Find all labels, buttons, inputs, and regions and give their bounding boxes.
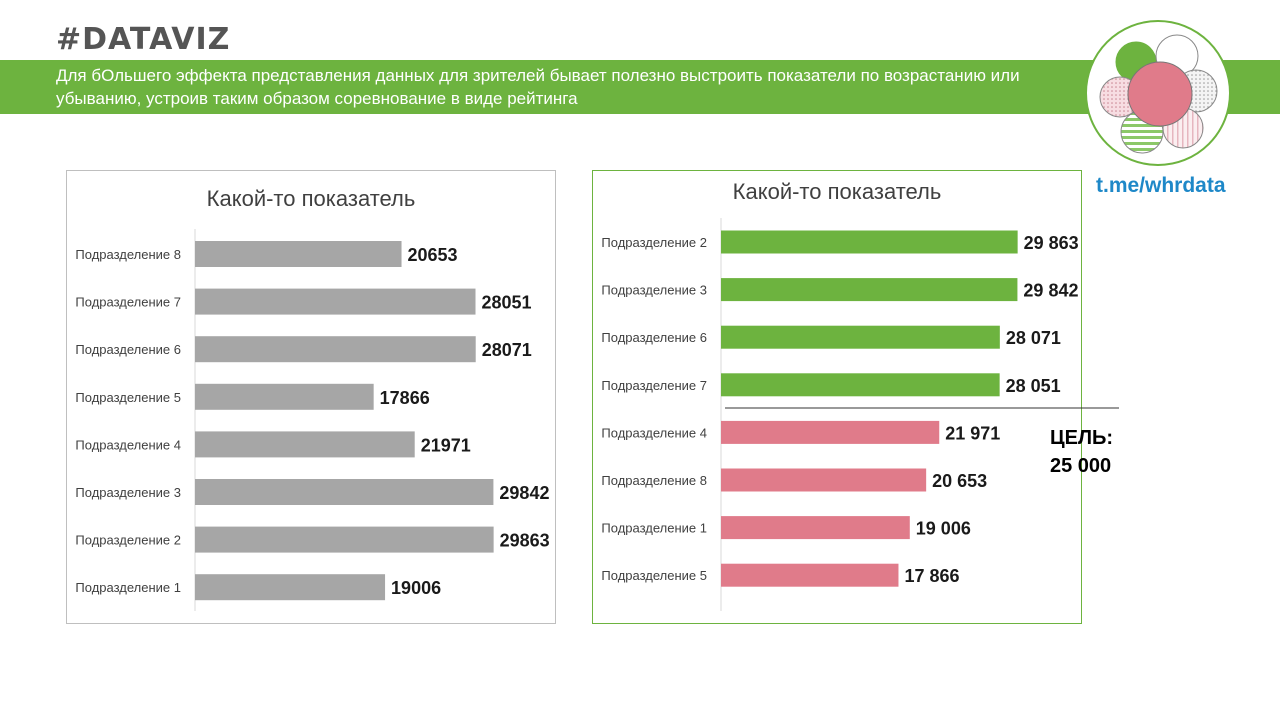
page-title: #DATAVIZ [56, 22, 231, 57]
banner-text: Для бОльшего эффекта представления данны… [56, 66, 1020, 108]
chart-title: Какой-то показатель [732, 179, 942, 204]
logo-graphic [1099, 34, 1218, 154]
data-label: 21971 [421, 435, 471, 455]
data-label: 21 971 [945, 423, 1000, 443]
chart-panel-sorted: Какой-то показатель Подразделение 2 29 86… [592, 170, 1119, 624]
category-label: Подразделение 7 [75, 295, 181, 310]
bar [721, 278, 1018, 302]
bar [195, 431, 415, 458]
category-label: Подразделение 6 [75, 342, 181, 357]
data-label: 20653 [408, 245, 458, 265]
data-label: 28 071 [1006, 328, 1061, 348]
bar [721, 373, 1000, 397]
category-label: Подразделение 1 [75, 580, 181, 595]
category-label: Подразделение 3 [601, 283, 707, 298]
data-label: 17 866 [904, 566, 959, 586]
bar [721, 325, 1000, 349]
bar-chart-sorted: Подразделение 2 29 863 Подразделение 3 29 8… [601, 218, 1119, 611]
data-label: 29863 [500, 531, 550, 551]
category-label: Подразделение 6 [601, 330, 707, 345]
data-label: 29 863 [1024, 233, 1079, 253]
category-label: Подразделение 4 [75, 437, 181, 452]
goal-annotation: ЦЕЛЬ: 25 000 [1050, 424, 1113, 480]
category-label: Подразделение 2 [601, 235, 707, 250]
data-label: 29842 [499, 483, 549, 503]
bar [195, 241, 402, 267]
header-banner [0, 60, 1280, 114]
chart-title: Какой-то показатель [206, 186, 416, 211]
category-label: Подразделение 1 [601, 521, 707, 536]
bar [721, 516, 910, 540]
data-label: 29 842 [1023, 281, 1078, 301]
bar [195, 574, 386, 601]
bar [195, 288, 476, 315]
category-label: Подразделение 2 [75, 533, 181, 548]
bar [195, 336, 476, 363]
data-label: 19006 [391, 578, 441, 598]
category-label: Подразделение 7 [601, 378, 707, 393]
bar [721, 420, 940, 444]
bar [195, 526, 494, 553]
bar [721, 563, 899, 587]
goal-label: ЦЕЛЬ: [1050, 427, 1114, 449]
goal-value: 25 000 [1050, 455, 1112, 477]
category-label: Подразделение 3 [75, 485, 181, 500]
bar [195, 383, 374, 410]
telegram-link[interactable]: t.me/whrdata [1096, 174, 1226, 197]
bar [721, 230, 1018, 254]
bar-chart-unsorted: Подразделение 8 20653 Подразделение 7 28051… [75, 229, 550, 611]
data-label: 28051 [482, 293, 532, 313]
category-label: Подразделение 8 [601, 473, 707, 488]
chart-panel-unsorted: Какой-то показатель Подразделение 8 20653… [66, 170, 556, 624]
logo [1085, 20, 1231, 166]
category-label: Подразделение 4 [601, 425, 707, 440]
category-label: Подразделение 8 [75, 247, 181, 262]
category-label: Подразделение 5 [75, 390, 181, 405]
data-label: 28 051 [1006, 376, 1061, 396]
data-label: 19 006 [916, 519, 971, 539]
bar [721, 468, 927, 492]
data-label: 28071 [482, 340, 532, 360]
bar [195, 479, 494, 505]
category-label: Подразделение 5 [601, 568, 707, 583]
data-label: 20 653 [932, 471, 987, 491]
data-label: 17866 [380, 388, 430, 408]
